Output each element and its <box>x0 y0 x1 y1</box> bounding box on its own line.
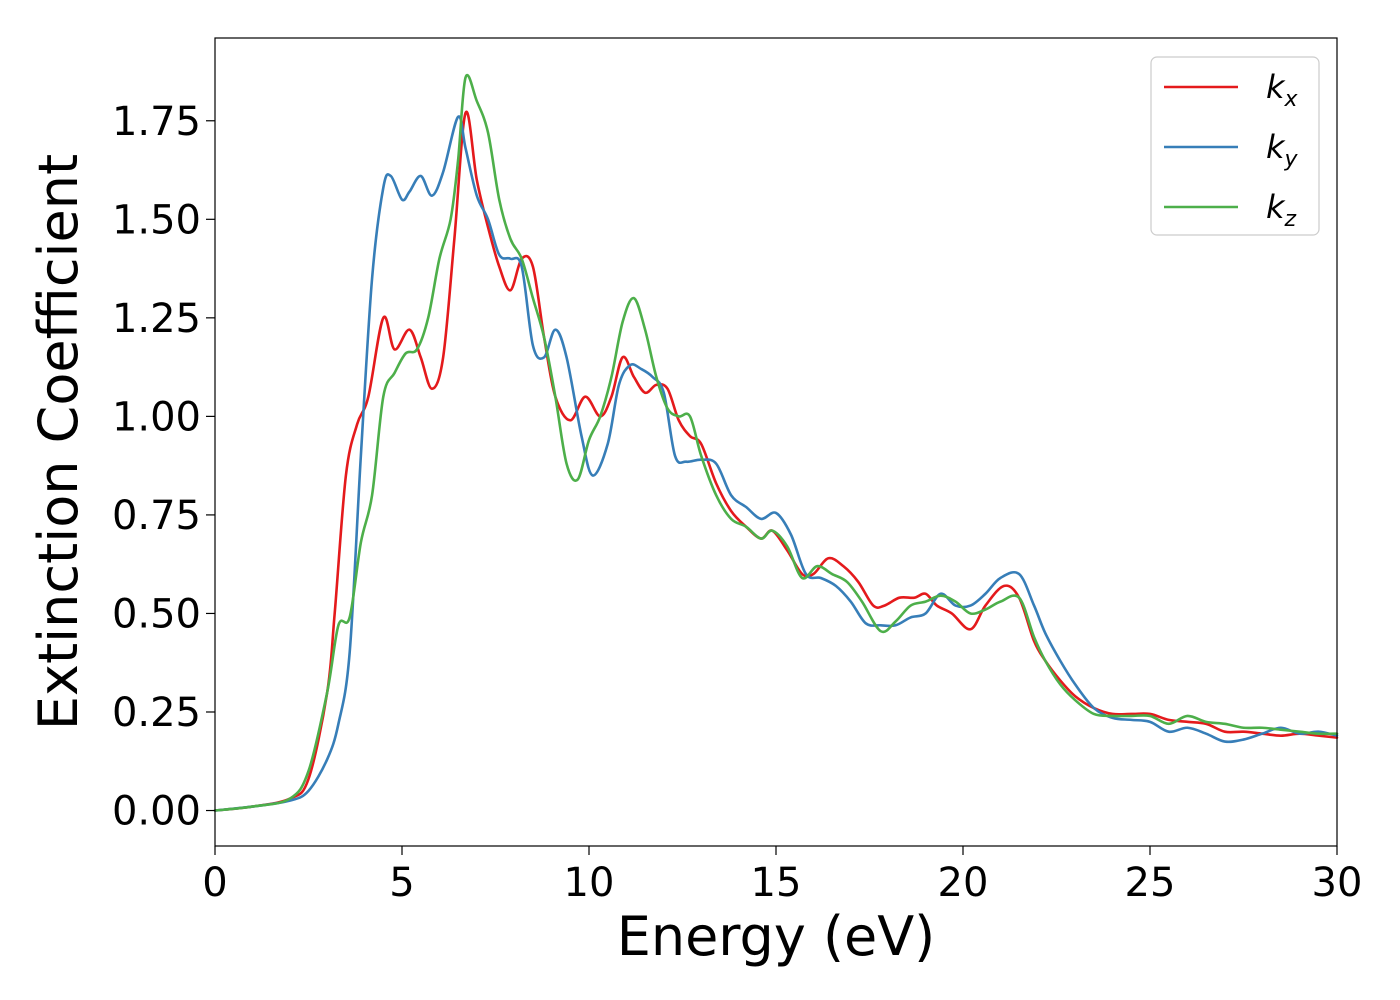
x-tick-label: 10 <box>564 860 615 906</box>
y-tick-label: 0.50 <box>112 591 201 637</box>
x-tick-label: 15 <box>751 860 802 906</box>
series-layer <box>213 73 1339 812</box>
y-tick-label: 1.75 <box>112 99 201 145</box>
y-tick-label: 0.75 <box>112 493 201 539</box>
series-line-kz <box>213 73 1339 812</box>
y-axis-ticks: 0.00 0.25 0.50 0.75 1.00 1.25 1.50 1.75 <box>112 99 215 835</box>
y-tick-label: 0.00 <box>112 789 201 835</box>
y-tick-label: 1.25 <box>112 296 201 342</box>
y-axis-title: Extinction Coefficient <box>27 154 90 730</box>
x-tick-label: 30 <box>1312 860 1363 906</box>
x-tick-label: 25 <box>1125 860 1176 906</box>
x-tick-label: 20 <box>938 860 989 906</box>
x-tick-label: 0 <box>202 860 227 906</box>
x-tick-label: 5 <box>389 860 414 906</box>
x-axis-title: Energy (eV) <box>617 905 936 968</box>
y-tick-label: 1.50 <box>112 197 201 243</box>
y-tick-label: 0.25 <box>112 690 201 736</box>
y-tick-label: 1.00 <box>112 394 201 440</box>
x-axis-ticks: 0 5 10 15 20 25 30 <box>202 846 1362 906</box>
